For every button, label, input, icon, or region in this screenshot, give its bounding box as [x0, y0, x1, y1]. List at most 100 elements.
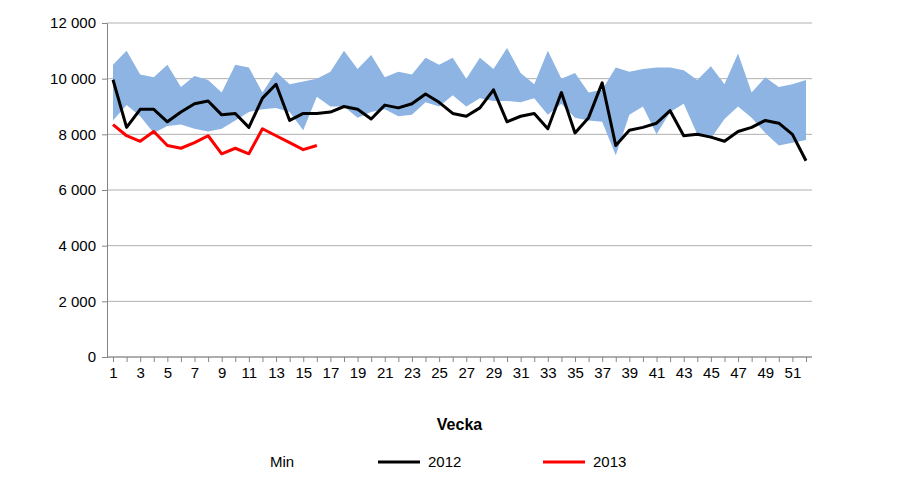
x-tick-mark: [806, 357, 807, 362]
x-tick-label: 1: [109, 364, 117, 381]
x-tick: [371, 357, 372, 362]
grid-line: [107, 301, 812, 302]
x-tick-label: 45: [703, 364, 720, 381]
y-tick-mark: [102, 79, 107, 80]
x-tick-mark: [466, 357, 467, 362]
x-tick: 31: [513, 357, 530, 381]
x-tick-mark: [548, 357, 549, 362]
x-tick-mark: [412, 357, 413, 362]
x-tick: [507, 357, 508, 362]
x-tick-mark: [629, 357, 630, 362]
x-tick: [181, 357, 182, 362]
x-tick: 29: [486, 357, 503, 381]
x-tick: 1: [109, 357, 117, 381]
x-tick: [643, 357, 644, 362]
x-tick: 5: [164, 357, 172, 381]
x-tick: 11: [242, 357, 258, 381]
x-tick-mark: [561, 357, 562, 362]
x-tick: 37: [594, 357, 611, 381]
x-tick: [616, 357, 617, 362]
x-tick-mark: [303, 357, 304, 362]
x-tick: 17: [323, 357, 340, 381]
x-tick-mark: [358, 357, 359, 362]
x-tick-label: 21: [377, 364, 394, 381]
y-tick-label: 6 000: [58, 181, 96, 198]
y-tick-label: 4 000: [58, 237, 96, 254]
x-tick: 21: [377, 357, 394, 381]
x-tick: 41: [649, 357, 666, 381]
x-tick: [262, 357, 263, 362]
x-tick: 13: [268, 357, 285, 381]
y-axis-line: [102, 24, 108, 358]
x-tick-label: 25: [431, 364, 448, 381]
x-tick: [561, 357, 562, 362]
x-tick: 45: [703, 357, 720, 381]
x-tick-mark: [779, 357, 780, 362]
x-tick: [752, 357, 753, 362]
x-tick-mark: [344, 357, 345, 362]
x-tick-mark: [792, 357, 793, 362]
y-tick-mark: [102, 23, 107, 24]
x-tick: [534, 357, 535, 362]
x-tick: 47: [730, 357, 747, 381]
x-tick-label: 11: [242, 364, 258, 381]
x-axis-line: [107, 357, 812, 358]
y-tick-mark: [102, 357, 107, 358]
x-tick: 49: [757, 357, 774, 381]
x-tick-mark: [317, 357, 318, 362]
x-tick-label: 49: [757, 364, 774, 381]
x-tick: 35: [567, 357, 584, 381]
x-tick-mark: [290, 357, 291, 362]
y-tick-label: 12 000: [50, 14, 96, 31]
x-tick-mark: [507, 357, 508, 362]
legend: Min20122013: [270, 453, 626, 470]
x-tick-label: 47: [730, 364, 747, 381]
x-tick-mark: [521, 357, 522, 362]
x-tick-mark: [398, 357, 399, 362]
x-tick: 25: [431, 357, 448, 381]
y-tick-label: 10 000: [50, 70, 96, 87]
x-tick: 3: [137, 357, 145, 381]
x-tick-mark: [724, 357, 725, 362]
x-tick-label: 33: [540, 364, 557, 381]
grid-line: [107, 357, 812, 358]
legend-label: Min: [270, 453, 294, 470]
x-tick-label: 37: [594, 364, 611, 381]
x-tick-label: 13: [268, 364, 285, 381]
y-tick: 12 000: [50, 14, 107, 31]
x-tick-mark: [657, 357, 658, 362]
grid-line: [107, 190, 812, 191]
x-tick-mark: [167, 357, 168, 362]
chart: 02 0004 0006 0008 00010 00012 0001357911…: [0, 0, 917, 497]
line-series: [113, 125, 317, 154]
x-tick-label: 51: [785, 364, 802, 381]
x-tick-mark: [480, 357, 481, 362]
x-tick-mark: [752, 357, 753, 362]
x-tick-label: 17: [323, 364, 340, 381]
x-tick-mark: [262, 357, 263, 362]
y-axis: 02 0004 0006 0008 00010 00012 000: [50, 14, 107, 365]
x-tick-mark: [534, 357, 535, 362]
y-tick: 6 000: [58, 181, 107, 198]
grid: [107, 23, 812, 357]
x-tick-label: 9: [218, 364, 226, 381]
x-tick: [724, 357, 725, 362]
x-tick-mark: [697, 357, 698, 362]
x-tick: [208, 357, 209, 362]
x-tick: [127, 357, 128, 362]
x-tick: [344, 357, 345, 362]
x-tick-mark: [765, 357, 766, 362]
y-tick-label: 2 000: [58, 293, 96, 310]
x-tick-mark: [575, 357, 576, 362]
x-tick-mark: [195, 357, 196, 362]
y-tick: 2 000: [58, 293, 107, 310]
y-tick: 4 000: [58, 237, 107, 254]
x-tick: [235, 357, 236, 362]
x-tick-mark: [738, 357, 739, 362]
x-axis-title: Vecka: [437, 416, 482, 433]
x-tick-mark: [643, 357, 644, 362]
plot-area: [113, 48, 806, 161]
y-tick-mark: [102, 301, 107, 302]
x-tick: 19: [350, 357, 367, 381]
x-tick-mark: [181, 357, 182, 362]
